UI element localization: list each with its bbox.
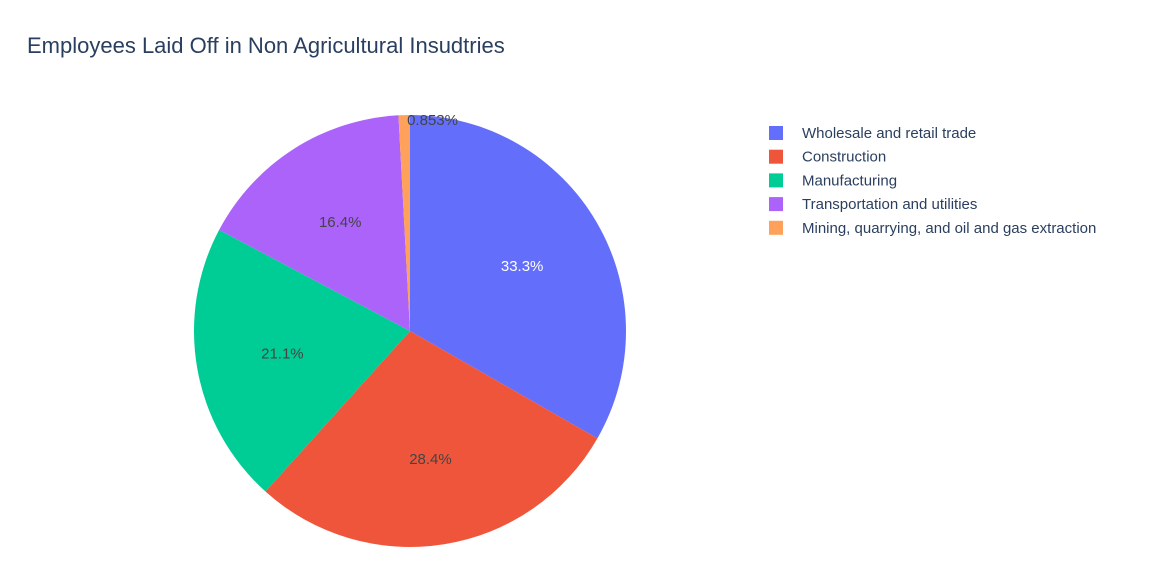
pie-slice-mining-quarrying-and-oil-and-gas-extraction[interactable] <box>398 115 410 331</box>
legend: Wholesale and retail trade Construction Ma… <box>769 125 1096 237</box>
pie-labels: 33.3% 28.4% 21.1% 16.4% 0.853% <box>261 112 543 468</box>
legend-label-construction[interactable]: Construction <box>802 149 886 166</box>
legend-swatch-transportation-and-utilities[interactable] <box>769 197 783 212</box>
pie-label-transportation-and-utilities: 16.4% <box>319 214 362 231</box>
legend-label-manufacturing[interactable]: Manufacturing <box>802 172 897 189</box>
pie-label-mining-quarrying-and-oil-and-gas-extraction: 0.853% <box>407 112 458 129</box>
legend-swatch-wholesale-and-retail-trade[interactable] <box>769 126 783 140</box>
legend-swatch-mining-quarrying-and-oil-and-gas-extraction[interactable] <box>769 220 783 235</box>
legend-label-wholesale-and-retail-trade[interactable]: Wholesale and retail trade <box>802 125 976 142</box>
pie-slice-transportation-and-utilities[interactable] <box>219 115 410 332</box>
legend-swatch-construction[interactable] <box>769 149 783 164</box>
legend-swatch-manufacturing[interactable] <box>769 173 783 188</box>
pie-slice-manufacturing[interactable] <box>193 229 410 492</box>
pie-slices <box>193 115 626 548</box>
legend-label-transportation-and-utilities[interactable]: Transportation and utilities <box>802 196 977 213</box>
pie-label-construction: 28.4% <box>409 451 452 468</box>
legend-label-mining-quarrying-and-oil-and-gas-extraction[interactable]: Mining, quarrying, and oil and gas extra… <box>802 220 1096 237</box>
pie-label-manufacturing: 21.1% <box>261 346 304 363</box>
pie-slice-construction[interactable] <box>265 331 598 548</box>
chart-title: Employees Laid Off in Non Agricultural I… <box>27 33 505 58</box>
pie-label-wholesale-and-retail-trade: 33.3% <box>501 258 544 275</box>
pie-slice-wholesale-and-retail-trade[interactable] <box>410 115 626 439</box>
